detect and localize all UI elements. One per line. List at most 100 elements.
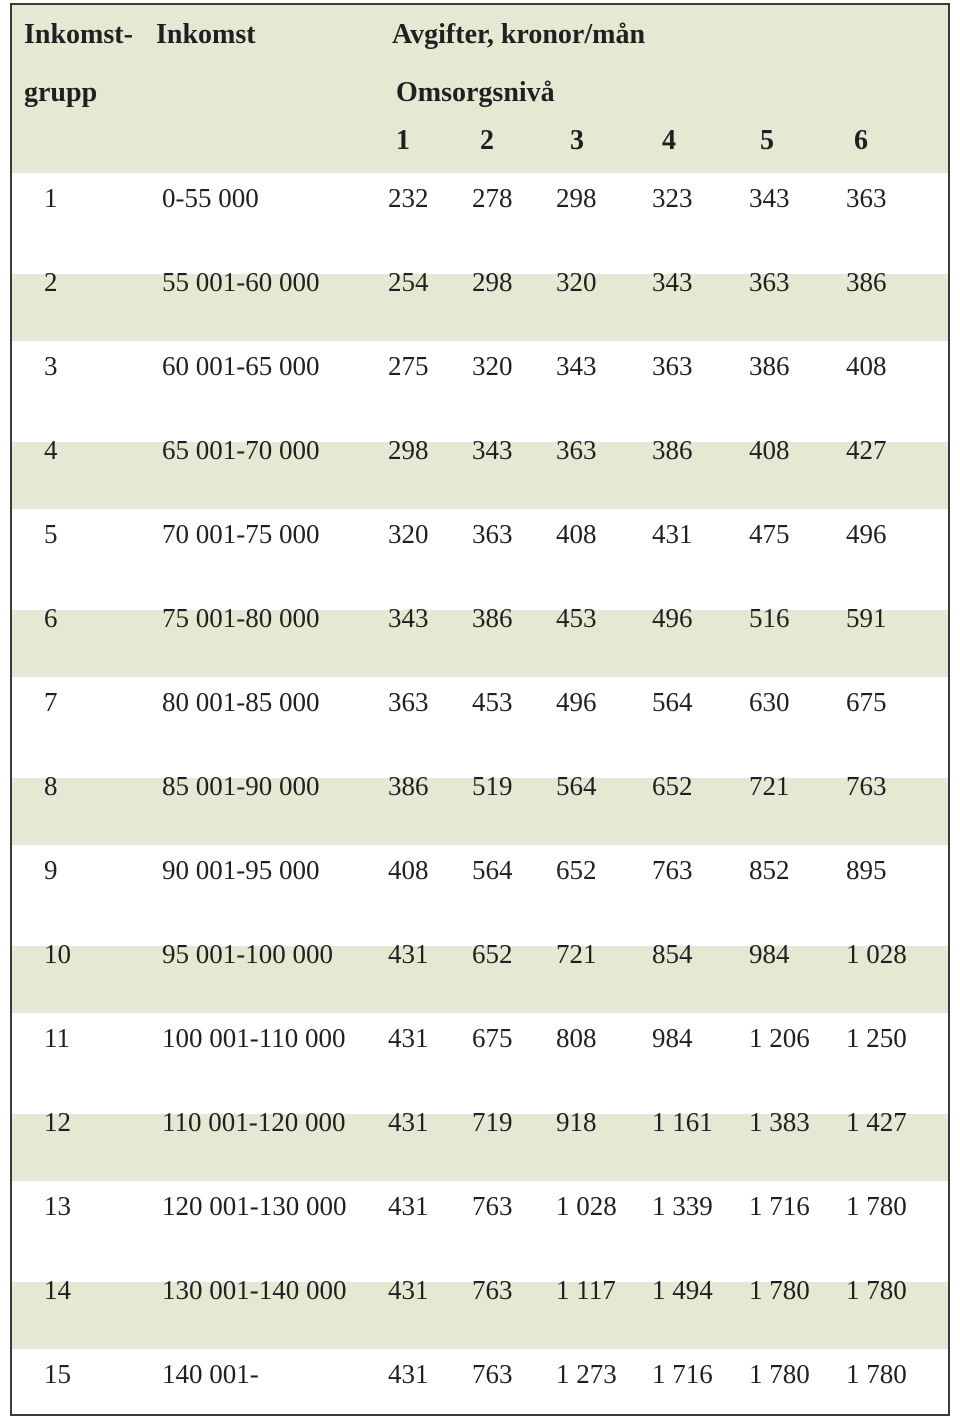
- income-group-cell: 13: [44, 1191, 71, 1221]
- fee-level-3-cell: 1 273: [556, 1359, 617, 1389]
- income-group-cell: 4: [44, 435, 58, 465]
- table-row: 1 0-55 000 232 278 298 323 343 363: [12, 173, 948, 257]
- fee-level-2-cell: 343: [472, 435, 513, 465]
- income-range-cell: 95 001-100 000: [162, 939, 333, 969]
- income-group-cell: 2: [44, 267, 58, 297]
- fee-level-6-cell: 763: [846, 771, 887, 801]
- income-group-cell: 11: [44, 1023, 70, 1053]
- fee-level-5-cell: 1 780: [749, 1275, 810, 1305]
- fee-level-2-cell: 386: [472, 603, 513, 633]
- table-row: 14 130 001-140 000 431 763 1 117 1 494 1 780 1 …: [12, 1265, 948, 1349]
- income-group-cell: 12: [44, 1107, 71, 1137]
- table-row: 7 80 001-85 000 363 453 496 564 630 675: [12, 677, 948, 761]
- fee-level-6-cell: 386: [846, 267, 887, 297]
- fee-level-6-cell: 1 250: [846, 1023, 907, 1053]
- fee-level-5-cell: 721: [749, 771, 790, 801]
- fee-level-4-cell: 763: [652, 855, 693, 885]
- table-row: 8 85 001-90 000 386 519 564 652 721 763: [12, 761, 948, 845]
- fee-level-3-cell: 343: [556, 351, 597, 381]
- fee-level-1-cell: 431: [388, 1107, 429, 1137]
- income-range-cell: 140 001-: [162, 1359, 259, 1389]
- table-row: 15 140 001- 431 763 1 273 1 716 1 780 1 780: [12, 1349, 948, 1414]
- fee-level-1-cell: 363: [388, 687, 429, 717]
- fee-level-2-cell: 763: [472, 1275, 513, 1305]
- fee-level-1-cell: 431: [388, 1359, 429, 1389]
- fee-level-6-cell: 895: [846, 855, 887, 885]
- fee-level-1-cell: 431: [388, 1191, 429, 1221]
- fee-level-5-cell: 343: [749, 183, 790, 213]
- fee-level-3-cell: 564: [556, 771, 597, 801]
- fee-level-2-cell: 298: [472, 267, 513, 297]
- fee-level-2-cell: 320: [472, 351, 513, 381]
- fee-level-3-cell: 1 028: [556, 1191, 617, 1221]
- fee-level-2-cell: 763: [472, 1359, 513, 1389]
- fee-level-5-cell: 1 383: [749, 1107, 810, 1137]
- income-group-cell: 9: [44, 855, 58, 885]
- fee-level-4-cell: 1 494: [652, 1275, 713, 1305]
- header-level-3: 3: [570, 125, 584, 156]
- fee-level-2-cell: 363: [472, 519, 513, 549]
- income-group-cell: 15: [44, 1359, 71, 1389]
- fee-level-1-cell: 254: [388, 267, 429, 297]
- fee-level-6-cell: 675: [846, 687, 887, 717]
- income-group-cell: 1: [44, 183, 58, 213]
- table-row: 13 120 001-130 000 431 763 1 028 1 339 1 716 1 …: [12, 1181, 948, 1265]
- header-group-line2: grupp: [24, 77, 98, 108]
- income-range-cell: 110 001-120 000: [162, 1107, 346, 1137]
- fee-level-6-cell: 408: [846, 351, 887, 381]
- table-row: 2 55 001-60 000 254 298 320 343 363 386: [12, 257, 948, 341]
- fee-level-3-cell: 298: [556, 183, 597, 213]
- fee-level-4-cell: 984: [652, 1023, 693, 1053]
- fee-level-3-cell: 1 117: [556, 1275, 616, 1305]
- fee-level-5-cell: 984: [749, 939, 790, 969]
- fee-level-2-cell: 719: [472, 1107, 513, 1137]
- table-row: 4 65 001-70 000 298 343 363 386 408 427: [12, 425, 948, 509]
- header-care-level: Omsorgsnivå: [396, 77, 555, 108]
- fee-level-4-cell: 323: [652, 183, 693, 213]
- fee-level-4-cell: 652: [652, 771, 693, 801]
- income-range-cell: 70 001-75 000: [162, 519, 320, 549]
- fee-level-6-cell: 496: [846, 519, 887, 549]
- fee-level-1-cell: 431: [388, 1023, 429, 1053]
- fee-level-3-cell: 652: [556, 855, 597, 885]
- income-range-cell: 85 001-90 000: [162, 771, 320, 801]
- fee-level-1-cell: 320: [388, 519, 429, 549]
- fee-level-1-cell: 431: [388, 939, 429, 969]
- fee-level-6-cell: 1 780: [846, 1191, 907, 1221]
- fee-level-1-cell: 408: [388, 855, 429, 885]
- fee-level-4-cell: 386: [652, 435, 693, 465]
- income-group-cell: 14: [44, 1275, 71, 1305]
- fee-level-2-cell: 675: [472, 1023, 513, 1053]
- fee-level-3-cell: 320: [556, 267, 597, 297]
- income-group-cell: 7: [44, 687, 58, 717]
- fee-level-6-cell: 427: [846, 435, 887, 465]
- income-range-cell: 0-55 000: [162, 183, 259, 213]
- fee-level-2-cell: 652: [472, 939, 513, 969]
- fee-level-2-cell: 763: [472, 1191, 513, 1221]
- fee-level-5-cell: 363: [749, 267, 790, 297]
- fee-level-6-cell: 363: [846, 183, 887, 213]
- fee-level-5-cell: 475: [749, 519, 790, 549]
- fee-level-6-cell: 1 427: [846, 1107, 907, 1137]
- fee-level-1-cell: 343: [388, 603, 429, 633]
- table-row: 10 95 001-100 000 431 652 721 854 984 1 028: [12, 929, 948, 1013]
- fee-level-5-cell: 408: [749, 435, 790, 465]
- income-range-cell: 55 001-60 000: [162, 267, 320, 297]
- fee-level-4-cell: 363: [652, 351, 693, 381]
- table-row: 11 100 001-110 000 431 675 808 984 1 206 1 250: [12, 1013, 948, 1097]
- table-row: 9 90 001-95 000 408 564 652 763 852 895: [12, 845, 948, 929]
- fee-level-2-cell: 564: [472, 855, 513, 885]
- fee-level-3-cell: 453: [556, 603, 597, 633]
- fee-level-2-cell: 519: [472, 771, 513, 801]
- fee-level-6-cell: 1 780: [846, 1275, 907, 1305]
- fee-level-6-cell: 1 780: [846, 1359, 907, 1389]
- fee-level-1-cell: 232: [388, 183, 429, 213]
- income-range-cell: 90 001-95 000: [162, 855, 320, 885]
- income-range-cell: 65 001-70 000: [162, 435, 320, 465]
- fee-level-3-cell: 496: [556, 687, 597, 717]
- header-level-1: 1: [396, 125, 410, 156]
- fee-level-3-cell: 408: [556, 519, 597, 549]
- fee-level-5-cell: 630: [749, 687, 790, 717]
- header-level-5: 5: [760, 125, 774, 156]
- table-row: 3 60 001-65 000 275 320 343 363 386 408: [12, 341, 948, 425]
